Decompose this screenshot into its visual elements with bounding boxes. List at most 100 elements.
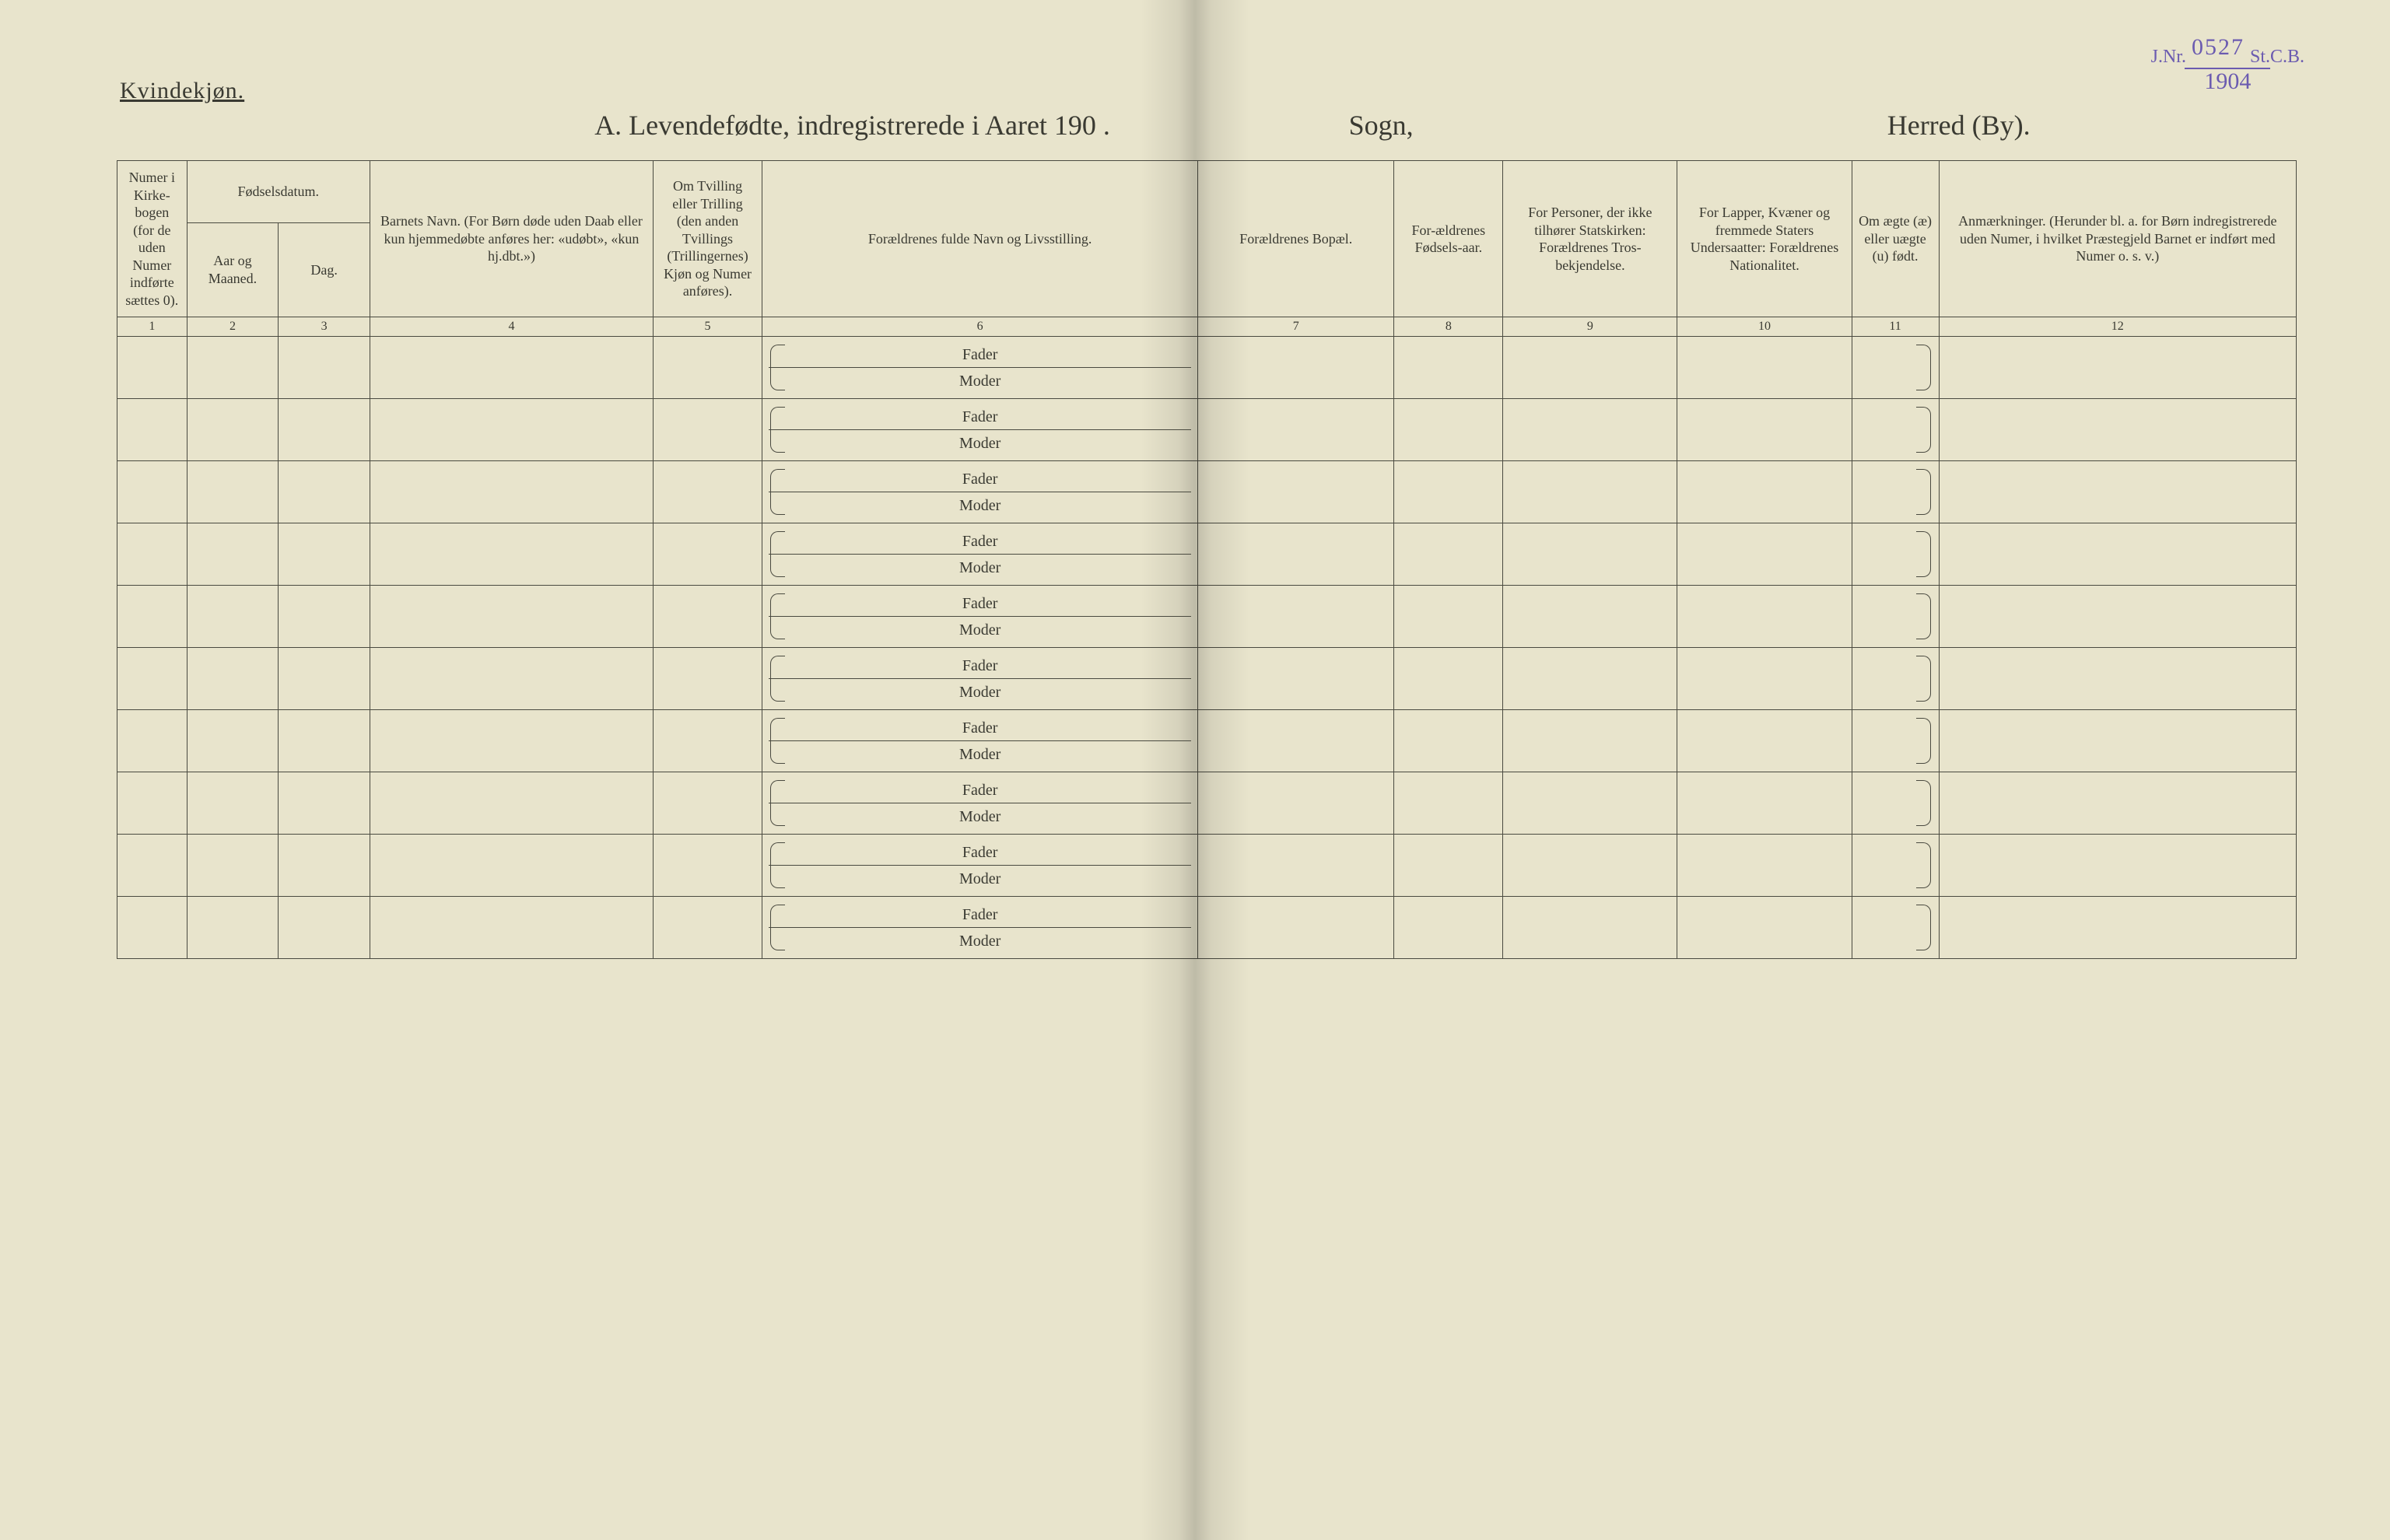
- register-table: Numer i Kirke-bogen (for de uden Numer i…: [117, 160, 2297, 959]
- cell: [117, 648, 187, 710]
- cell: [1852, 835, 1939, 897]
- cell: [279, 586, 370, 648]
- cell: [1677, 461, 1852, 523]
- cell: [279, 710, 370, 772]
- cell: [279, 523, 370, 586]
- cell: [1503, 523, 1677, 586]
- cell: [1198, 772, 1394, 835]
- cell: [117, 897, 187, 959]
- cell: [279, 461, 370, 523]
- cell: FaderModer: [762, 835, 1198, 897]
- cell: [370, 586, 653, 648]
- fader-label: Fader: [769, 653, 1191, 679]
- cell: [1394, 835, 1503, 897]
- cell: FaderModer: [762, 523, 1198, 586]
- cell: [187, 897, 279, 959]
- col-12-header: Anmærkninger. (Herunder bl. a. for Børn …: [1939, 161, 2296, 317]
- cell: [1198, 586, 1394, 648]
- colnum-11: 11: [1852, 317, 1939, 337]
- cell: [654, 648, 762, 710]
- colnum-4: 4: [370, 317, 653, 337]
- col-8-header: For-ældrenes Fødsels-aar.: [1394, 161, 1503, 317]
- page-title: A. Levendefødte, indregistrerede i Aaret…: [117, 109, 1141, 142]
- col-4-header: Barnets Navn. (For Børn døde uden Daab e…: [370, 161, 653, 317]
- fader-label: Fader: [769, 466, 1191, 492]
- fader-label: Fader: [769, 777, 1191, 803]
- cell: [1394, 586, 1503, 648]
- stamp-jnr: J.Nr.: [2151, 47, 2186, 67]
- cell: [654, 897, 762, 959]
- cell: [370, 835, 653, 897]
- moder-label: Moder: [769, 866, 1191, 891]
- cell: [1503, 835, 1677, 897]
- cell: [1394, 897, 1503, 959]
- colnum-5: 5: [654, 317, 762, 337]
- fader-label: Fader: [769, 341, 1191, 368]
- cell: [1677, 648, 1852, 710]
- cell: [654, 523, 762, 586]
- cell: FaderModer: [762, 586, 1198, 648]
- cell: [1198, 461, 1394, 523]
- cell: [187, 835, 279, 897]
- cell: [117, 835, 187, 897]
- cell: [1198, 648, 1394, 710]
- cell: [187, 399, 279, 461]
- moder-label: Moder: [769, 679, 1191, 705]
- cell: [1677, 897, 1852, 959]
- cell: [1503, 897, 1677, 959]
- cell: [1852, 772, 1939, 835]
- colnum-10: 10: [1677, 317, 1852, 337]
- cell: [1852, 399, 1939, 461]
- moder-label: Moder: [769, 430, 1191, 456]
- cell: [370, 399, 653, 461]
- cell: [1503, 772, 1677, 835]
- cell: [117, 772, 187, 835]
- cell: [370, 648, 653, 710]
- moder-label: Moder: [769, 555, 1191, 580]
- gender-heading: Kvindekjøn.: [120, 78, 2297, 104]
- cell: [370, 337, 653, 399]
- cell: FaderModer: [762, 648, 1198, 710]
- cell: [654, 772, 762, 835]
- cell: [279, 835, 370, 897]
- cell: [117, 461, 187, 523]
- fader-label: Fader: [769, 839, 1191, 866]
- col-fods-group: Fødselsdatum.: [187, 161, 370, 223]
- col-6-header: Forældrenes fulde Navn og Livsstilling.: [762, 161, 1198, 317]
- cell: [1677, 772, 1852, 835]
- cell: [117, 523, 187, 586]
- cell: [187, 337, 279, 399]
- cell: [1939, 835, 2296, 897]
- col-7-header: Forældrenes Bopæl.: [1198, 161, 1394, 317]
- cell: FaderModer: [762, 772, 1198, 835]
- cell: [1677, 399, 1852, 461]
- title-row: A. Levendefødte, indregistrerede i Aaret…: [117, 109, 2297, 142]
- cell: [1394, 710, 1503, 772]
- cell: [1198, 399, 1394, 461]
- cell: [117, 710, 187, 772]
- cell: [1394, 648, 1503, 710]
- cell: [1939, 586, 2296, 648]
- cell: FaderModer: [762, 461, 1198, 523]
- cell: [1198, 337, 1394, 399]
- cell: [117, 337, 187, 399]
- stamp-stcb: St.C.B.: [2250, 47, 2304, 67]
- ledger-sheet: J.Nr. 0527 St.C.B. 1904 Kvindekjøn. A. L…: [0, 0, 2390, 1540]
- fader-label: Fader: [769, 528, 1191, 555]
- cell: [654, 399, 762, 461]
- cell: [187, 710, 279, 772]
- fader-label: Fader: [769, 590, 1191, 617]
- cell: FaderModer: [762, 710, 1198, 772]
- cell: [1939, 648, 2296, 710]
- col-9-header: For Personer, der ikke tilhører Statskir…: [1503, 161, 1677, 317]
- moder-label: Moder: [769, 617, 1191, 642]
- cell: [1677, 835, 1852, 897]
- cell: [1198, 835, 1394, 897]
- cell: FaderModer: [762, 897, 1198, 959]
- col-3-header: Dag.: [279, 222, 370, 317]
- cell: [1939, 897, 2296, 959]
- col-5-header: Om Tvilling eller Trilling (den anden Tv…: [654, 161, 762, 317]
- colnum-3: 3: [279, 317, 370, 337]
- col-10-header: For Lapper, Kvæner og fremmede Staters U…: [1677, 161, 1852, 317]
- colnum-6: 6: [762, 317, 1198, 337]
